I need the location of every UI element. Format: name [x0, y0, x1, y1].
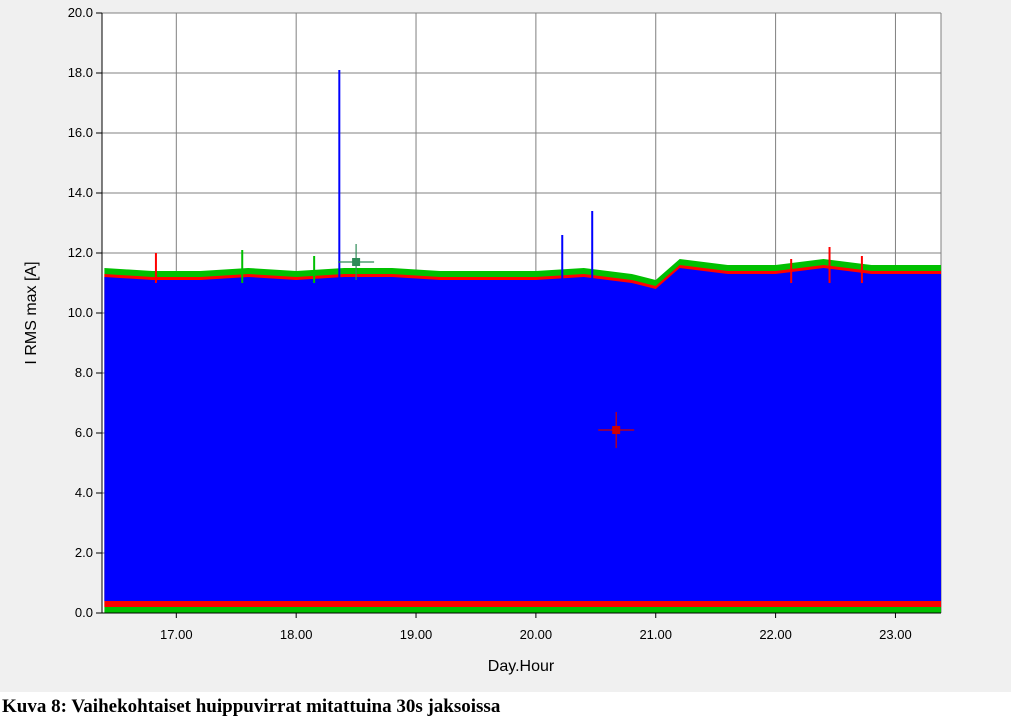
x-tick-label: 17.00: [160, 627, 193, 642]
y-tick-label: 6.0: [75, 425, 93, 440]
x-tick-label: 23.00: [879, 627, 912, 642]
spike-layer: [154, 70, 863, 283]
x-tick-label: 20.00: [520, 627, 553, 642]
data-layer: [104, 259, 941, 613]
y-tick-label: 0.0: [75, 605, 93, 620]
y-tick-label: 12.0: [68, 245, 93, 260]
ticks: 17.00 18.00 19.00 20.00 21.00 22.00 23.00 0.0 2.…: [68, 5, 912, 642]
chart: 17.00 18.00 19.00 20.00 21.00 22.00 23.00 0.0 2.…: [23, 5, 942, 675]
y-tick-label: 10.0: [68, 305, 93, 320]
y-tick-label: 8.0: [75, 365, 93, 380]
chart-frame: 17.00 18.00 19.00 20.00 21.00 22.00 23.00 0.0 2.…: [0, 0, 1011, 692]
figure-caption: Kuva 8: Vaihekohtaiset huippuvirrat mita…: [2, 696, 501, 717]
y-tick-label: 2.0: [75, 545, 93, 560]
y-axis-title: I RMS max [A]: [23, 261, 40, 364]
y-tick-label: 20.0: [68, 5, 93, 20]
x-tick-label: 22.00: [759, 627, 792, 642]
x-axis-title: Day.Hour: [488, 658, 555, 675]
x-tick-label: 19.00: [400, 627, 433, 642]
cursor-marker: [352, 258, 361, 266]
cursor-layer: [338, 244, 635, 448]
y-tick-label: 16.0: [68, 125, 93, 140]
y-tick-label: 14.0: [68, 185, 93, 200]
series-2-area: [104, 268, 941, 601]
y-tick-label: 4.0: [75, 485, 93, 500]
x-tick-label: 21.00: [639, 627, 672, 642]
y-tick-label: 18.0: [68, 65, 93, 80]
cursor-marker: [612, 426, 621, 434]
x-tick-label: 18.00: [280, 627, 313, 642]
